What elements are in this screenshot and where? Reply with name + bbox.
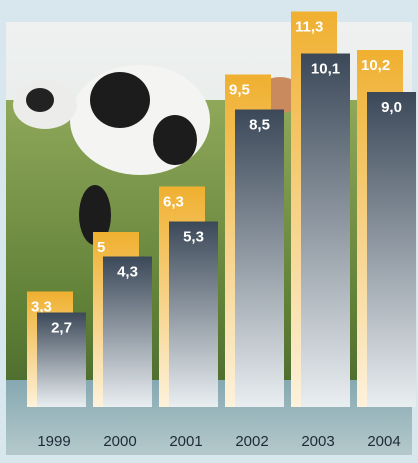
x-tick-label: 2000 bbox=[103, 433, 136, 450]
value-label: 10,2 bbox=[361, 57, 390, 74]
x-tick-label: 1999 bbox=[37, 433, 70, 450]
value-label: 9,5 bbox=[229, 81, 250, 98]
bar bbox=[367, 92, 416, 407]
value-label: 4,3 bbox=[117, 263, 138, 280]
bar bbox=[301, 54, 350, 408]
value-label: 6,3 bbox=[163, 193, 184, 210]
value-label: 8,5 bbox=[249, 116, 270, 133]
value-label: 5,3 bbox=[183, 228, 204, 245]
x-tick-label: 2001 bbox=[169, 433, 202, 450]
x-tick-label: 2003 bbox=[301, 433, 334, 450]
bar bbox=[235, 110, 284, 408]
value-label: 5 bbox=[97, 239, 105, 256]
x-tick-label: 2002 bbox=[235, 433, 268, 450]
value-label: 9,0 bbox=[381, 99, 402, 116]
value-label: 10,1 bbox=[311, 60, 340, 77]
x-tick-label: 2004 bbox=[367, 433, 400, 450]
value-label: 2,7 bbox=[51, 319, 72, 336]
chart: 3,356,39,511,310,22,74,35,38,510,19,0199… bbox=[0, 0, 418, 463]
value-label: 11,3 bbox=[295, 18, 323, 35]
bar bbox=[169, 222, 218, 408]
